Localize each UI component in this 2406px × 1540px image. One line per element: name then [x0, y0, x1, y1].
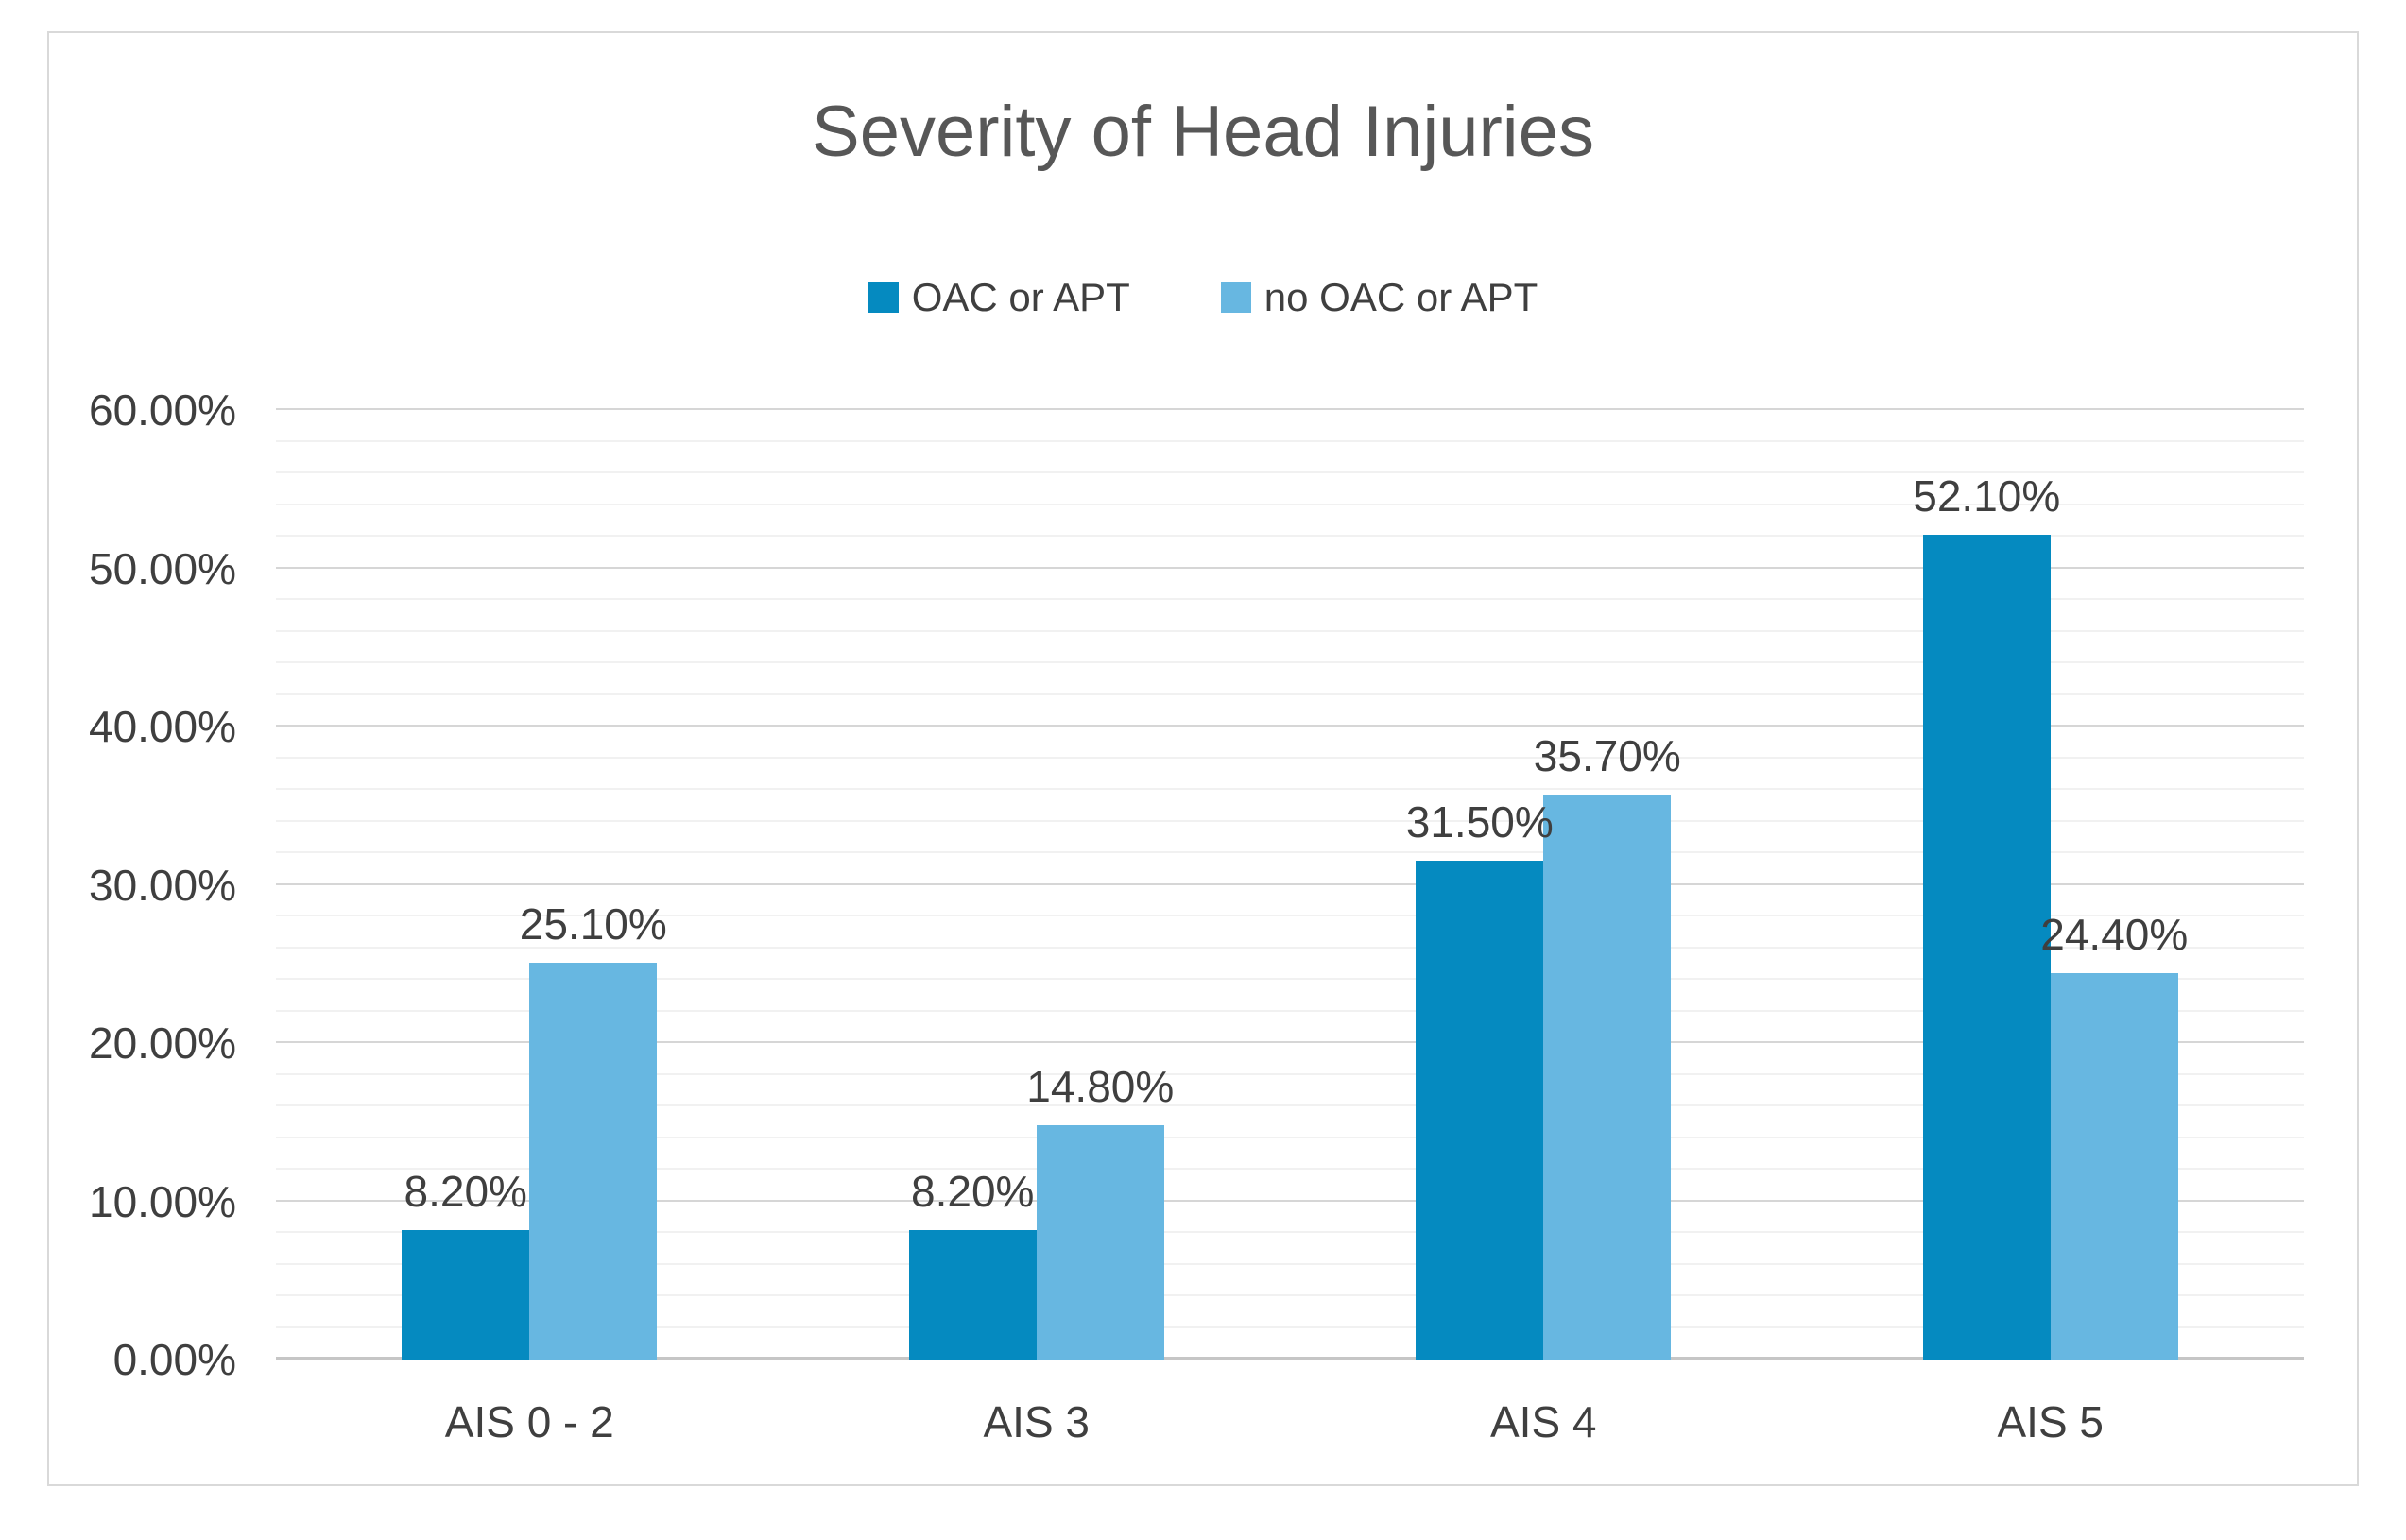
bar-group: 31.50% 35.70%	[1290, 410, 1797, 1360]
minor-gridline	[276, 1104, 2304, 1106]
legend-swatch-no-oac-or-apt	[1220, 282, 1251, 313]
y-tick-label: 50.00%	[88, 543, 236, 593]
y-tick-label: 60.00%	[88, 385, 236, 435]
minor-gridline	[276, 1072, 2304, 1075]
category-label: AIS 4	[1489, 1397, 1597, 1446]
x-axis-labels: AIS 0 - 2 AIS 3 AIS 4 AIS 5	[276, 1397, 2304, 1454]
y-axis-labels: 0.00% 10.00% 20.00% 30.00% 40.00% 50.00% 60.00…	[49, 388, 236, 1381]
bar-pair: 8.20% 25.10%	[402, 410, 667, 1360]
gridlines-layer	[276, 408, 2304, 1360]
legend-label-oac-or-apt: OAC or APT	[911, 275, 1130, 319]
major-gridline	[276, 1199, 2304, 1202]
major-gridline	[276, 566, 2304, 569]
minor-gridline	[276, 1231, 2304, 1233]
bars-layer: 8.20% 25.10% 8.20% 14.80% 31.50% 35.70% 52.10%…	[276, 410, 2304, 1360]
bar-group: 52.10% 24.40%	[1797, 410, 2305, 1360]
plot-area: 8.20% 25.10% 8.20% 14.80% 31.50% 35.70% 52.10%…	[276, 408, 2304, 1360]
minor-gridline	[276, 439, 2304, 442]
bar-value-label: 52.10%	[1913, 471, 2061, 522]
y-tick-label: 40.00%	[88, 702, 236, 751]
minor-gridline	[276, 946, 2304, 949]
legend-item-no-oac-or-apt: no OAC or APT	[1220, 275, 1538, 320]
bar-value-label: 14.80%	[1026, 1062, 1175, 1112]
minor-gridline	[276, 661, 2304, 663]
category-label: AIS 3	[983, 1397, 1090, 1446]
minor-gridline	[276, 629, 2304, 632]
bar: 31.50%	[1406, 798, 1554, 1360]
bar-value-label: 35.70%	[1533, 731, 1681, 781]
minor-gridline	[276, 471, 2304, 473]
major-gridline	[276, 725, 2304, 727]
minor-gridline	[276, 1262, 2304, 1265]
y-tick-label: 20.00%	[88, 1018, 236, 1068]
bar-value-label: 31.50%	[1405, 797, 1554, 847]
bar-pair: 8.20% 14.80%	[908, 410, 1174, 1360]
minor-gridline	[276, 693, 2304, 695]
minor-gridline	[276, 1294, 2304, 1296]
bar: 8.20%	[908, 1168, 1037, 1360]
minor-gridline	[276, 819, 2304, 822]
minor-gridline	[276, 1136, 2304, 1138]
chart-title: Severity of Head Injuries	[812, 92, 1594, 172]
minor-gridline	[276, 1009, 2304, 1012]
minor-gridline	[276, 1168, 2304, 1170]
minor-gridline	[276, 978, 2304, 980]
bar: 52.10%	[1913, 472, 2060, 1360]
major-gridline	[276, 882, 2304, 885]
legend-item-oac-or-apt: OAC or APT	[868, 275, 1130, 320]
minor-gridline	[276, 1326, 2304, 1328]
bar-value-label: 8.20%	[404, 1166, 527, 1216]
bar-pair: 52.10% 24.40%	[1913, 410, 2188, 1360]
minor-gridline	[276, 598, 2304, 600]
category-label: AIS 5	[1997, 1397, 2104, 1446]
bar-group: 8.20% 25.10%	[276, 410, 783, 1360]
chart-legend: OAC or APT no OAC or APT	[49, 275, 2357, 320]
bar-value-label: 24.40%	[2040, 910, 2189, 960]
bar: 25.10%	[520, 900, 667, 1360]
legend-label-no-oac-or-apt: no OAC or APT	[1263, 275, 1538, 319]
bar: 24.40%	[2040, 911, 2188, 1360]
major-gridline	[276, 1041, 2304, 1043]
bar-value-label: 25.10%	[519, 898, 667, 949]
minor-gridline	[276, 535, 2304, 537]
x-axis-line	[276, 1357, 2304, 1360]
bar: 14.80%	[1026, 1063, 1174, 1360]
category-label: AIS 0 - 2	[444, 1397, 614, 1446]
y-tick-label: 30.00%	[88, 860, 236, 910]
minor-gridline	[276, 788, 2304, 790]
legend-swatch-oac-or-apt	[868, 282, 899, 313]
bar: 35.70%	[1534, 732, 1681, 1360]
bar: 8.20%	[402, 1168, 530, 1360]
major-gridline	[276, 408, 2304, 410]
bar-group: 8.20% 14.80%	[783, 410, 1291, 1360]
y-tick-label: 10.00%	[88, 1176, 236, 1226]
minor-gridline	[276, 851, 2304, 853]
bar-value-label: 8.20%	[911, 1166, 1035, 1216]
y-tick-label: 0.00%	[112, 1335, 236, 1384]
minor-gridline	[276, 756, 2304, 759]
chart-frame: Severity of Head Injuries OAC or APT no …	[47, 31, 2359, 1486]
minor-gridline	[276, 503, 2304, 505]
bar-pair: 31.50% 35.70%	[1406, 410, 1681, 1360]
minor-gridline	[276, 915, 2304, 916]
